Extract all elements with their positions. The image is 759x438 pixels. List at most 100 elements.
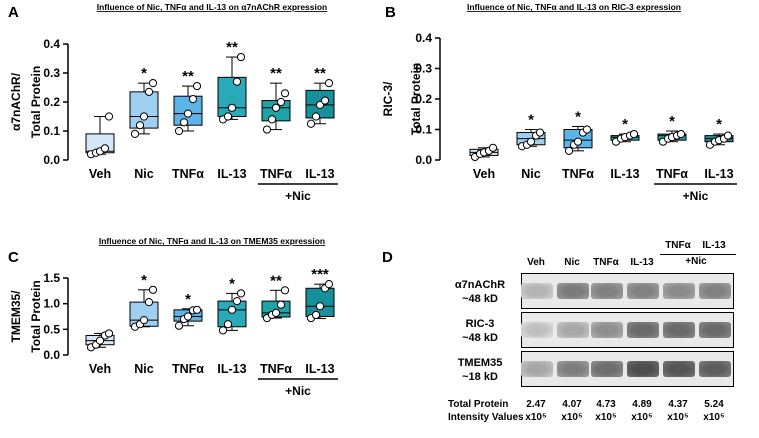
- total-protein-number: 5.24: [704, 399, 724, 410]
- data-point: [262, 125, 272, 134]
- blot-band: [557, 361, 589, 377]
- x-tick-label: TNFα: [656, 167, 688, 181]
- box-group-1: Veh: [85, 112, 115, 181]
- lane-header: IL-13: [630, 257, 654, 268]
- chart-title: Influence of Nic, TNFα and IL-13 on RIC-…: [467, 2, 681, 12]
- chart-title: Influence of Nic, TNFα and IL-13 on α7nA…: [97, 2, 328, 12]
- significance-marker: *: [669, 113, 675, 130]
- blot-band: [591, 283, 623, 299]
- chart-title: Influence of Nic, TNFα and IL-13 on TMEM…: [99, 236, 325, 246]
- y-tick-label: 0.0: [43, 153, 60, 167]
- significance-marker: ***: [311, 266, 329, 283]
- data-point: [232, 77, 242, 86]
- x-tick-label: IL-13: [217, 167, 246, 181]
- box-group-5: ** TNFα: [260, 65, 292, 181]
- blot-band: [627, 322, 659, 338]
- box-group-6: * IL-13: [704, 116, 733, 181]
- data-point: [174, 126, 184, 136]
- data-point: [139, 315, 149, 325]
- data-point: [723, 131, 733, 140]
- data-point: [223, 112, 233, 121]
- y-axis-label: Total Protein: [29, 66, 43, 138]
- significance-marker: **: [314, 65, 326, 82]
- total-protein-value: 4.07 x10⁵: [554, 398, 590, 424]
- protein-name: α7nAChR: [454, 279, 506, 291]
- blot-band: [699, 322, 731, 338]
- data-point: [280, 89, 290, 98]
- box: [129, 91, 159, 129]
- blot-band: [557, 322, 589, 338]
- data-point: [227, 305, 237, 314]
- data-point: [144, 87, 154, 96]
- box-group-2: * Nic: [129, 65, 159, 181]
- data-point: [218, 326, 228, 335]
- blot-strip: [521, 351, 734, 387]
- data-point: [232, 297, 242, 306]
- significance-marker: *: [575, 108, 581, 125]
- data-point: [267, 115, 277, 124]
- total-protein-unit: x10⁵: [525, 412, 547, 423]
- box-group-6: ** IL-13: [305, 65, 334, 181]
- total-protein-value: 4.73 x10⁵: [588, 398, 624, 424]
- x-tick-label: Nic: [134, 167, 154, 181]
- data-point: [276, 300, 286, 309]
- lane-header: TNFα: [593, 257, 619, 268]
- y-tick-label: 1.0: [43, 297, 60, 311]
- y-tick-label: 1.5: [43, 271, 60, 285]
- box-group-4: * IL-13: [610, 116, 639, 181]
- nic-bracket-label: +Nic: [285, 384, 311, 398]
- box-group-1: Veh: [85, 329, 115, 376]
- y-tick-label: 0.2: [43, 95, 60, 109]
- data-point: [183, 312, 193, 321]
- x-tick-label: IL-13: [217, 362, 246, 376]
- blot-band: [591, 361, 623, 377]
- blot-band: [699, 361, 731, 377]
- molecular-weight: ~48 kD: [462, 293, 498, 305]
- data-point: [183, 109, 193, 118]
- panel-letter: A: [8, 4, 19, 21]
- total-protein-value: 5.24 x10⁵: [696, 398, 732, 424]
- data-point: [135, 121, 145, 130]
- data-point: [320, 96, 330, 105]
- significance-marker: **: [226, 39, 238, 56]
- data-point: [236, 289, 246, 298]
- total-protein-number: 4.73: [596, 399, 616, 410]
- x-tick-label: TNFα: [260, 167, 292, 181]
- y-tick-label: 0.5: [43, 322, 60, 336]
- data-point: [144, 298, 154, 307]
- protein-name: TMEM35: [457, 357, 503, 369]
- panel-a: A Influence of Nic, TNFα and IL-13 on α7n…: [8, 2, 338, 203]
- box-group-5: * TNFα: [656, 113, 688, 181]
- panel-letter: B: [385, 4, 396, 21]
- x-tick-label: Nic: [521, 167, 541, 181]
- lane-header: Nic: [564, 257, 580, 268]
- x-tick-label: TNFα: [260, 362, 292, 376]
- data-point: [271, 308, 281, 318]
- significance-marker: *: [141, 272, 147, 289]
- total-protein-unit: x10⁵: [631, 412, 653, 423]
- x-tick-label: Nic: [134, 362, 154, 376]
- total-protein-value: 4.89 x10⁵: [624, 398, 660, 424]
- y-axis-label: α7nAChR/: [9, 72, 23, 131]
- box-group-4: ** IL-13: [217, 39, 246, 181]
- y-tick-label: 0.1: [415, 123, 432, 137]
- total-protein-number: 4.89: [632, 399, 652, 410]
- y-axis-label: TMEM35/: [9, 290, 23, 343]
- x-tick-label: IL-13: [704, 167, 733, 181]
- total-protein-label: Total Protein Intensity Values: [448, 398, 524, 424]
- data-point: [236, 52, 246, 62]
- significance-marker: *: [229, 275, 235, 292]
- data-point: [535, 128, 545, 137]
- blot-row-label: RIC-3 ~48 kD: [440, 317, 520, 345]
- data-point: [130, 129, 140, 138]
- total-protein-label-line1: Total Protein: [448, 399, 509, 410]
- lane-header: IL-13: [702, 240, 726, 251]
- significance-marker: *: [716, 116, 722, 133]
- box-group-3: ** TNFα: [172, 68, 204, 181]
- y-tick-label: 0.4: [415, 31, 432, 45]
- box-group-1: Veh: [469, 143, 499, 181]
- data-point: [526, 137, 536, 146]
- blot-band: [663, 322, 695, 338]
- box-group-3: * TNFα: [562, 108, 594, 181]
- data-point: [188, 95, 198, 104]
